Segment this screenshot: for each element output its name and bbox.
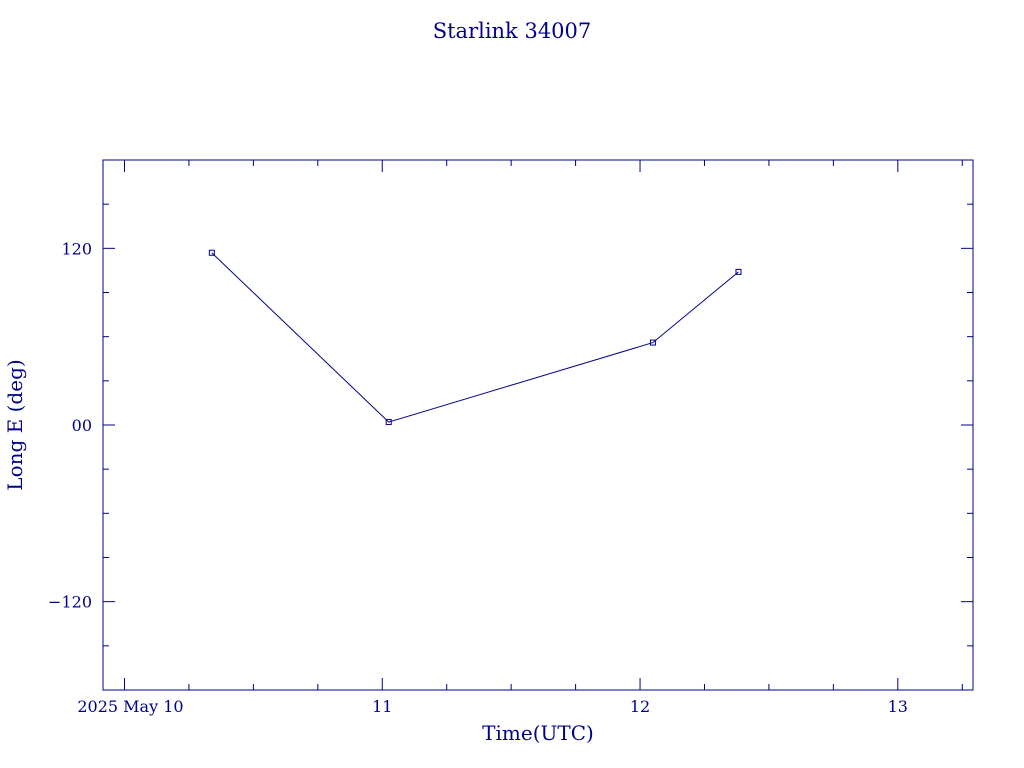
series-group	[208, 249, 742, 426]
x-axis-label: Time(UTC)	[482, 721, 594, 745]
x-tick-label: 2025 May 10	[77, 697, 183, 716]
y-axis-label: Long E (deg)	[3, 359, 27, 490]
x-tick-label: 12	[630, 697, 650, 716]
y-tick-label: −120	[48, 593, 92, 612]
tick-labels: 2025 May 10 11 12 13 120 00 −120	[48, 239, 908, 716]
data-point	[385, 419, 392, 426]
data-point	[208, 249, 215, 256]
chart-title: Starlink 34007	[433, 19, 592, 43]
y-tick-label: 00	[72, 416, 92, 435]
series-line	[211, 252, 739, 423]
plot-frame	[102, 159, 974, 691]
data-point	[649, 339, 656, 346]
data-point	[735, 268, 742, 275]
x-tick-label: 13	[888, 697, 908, 716]
tick-marks	[103, 159, 973, 691]
x-tick-label: 11	[372, 697, 392, 716]
y-tick-label: 120	[61, 239, 92, 258]
